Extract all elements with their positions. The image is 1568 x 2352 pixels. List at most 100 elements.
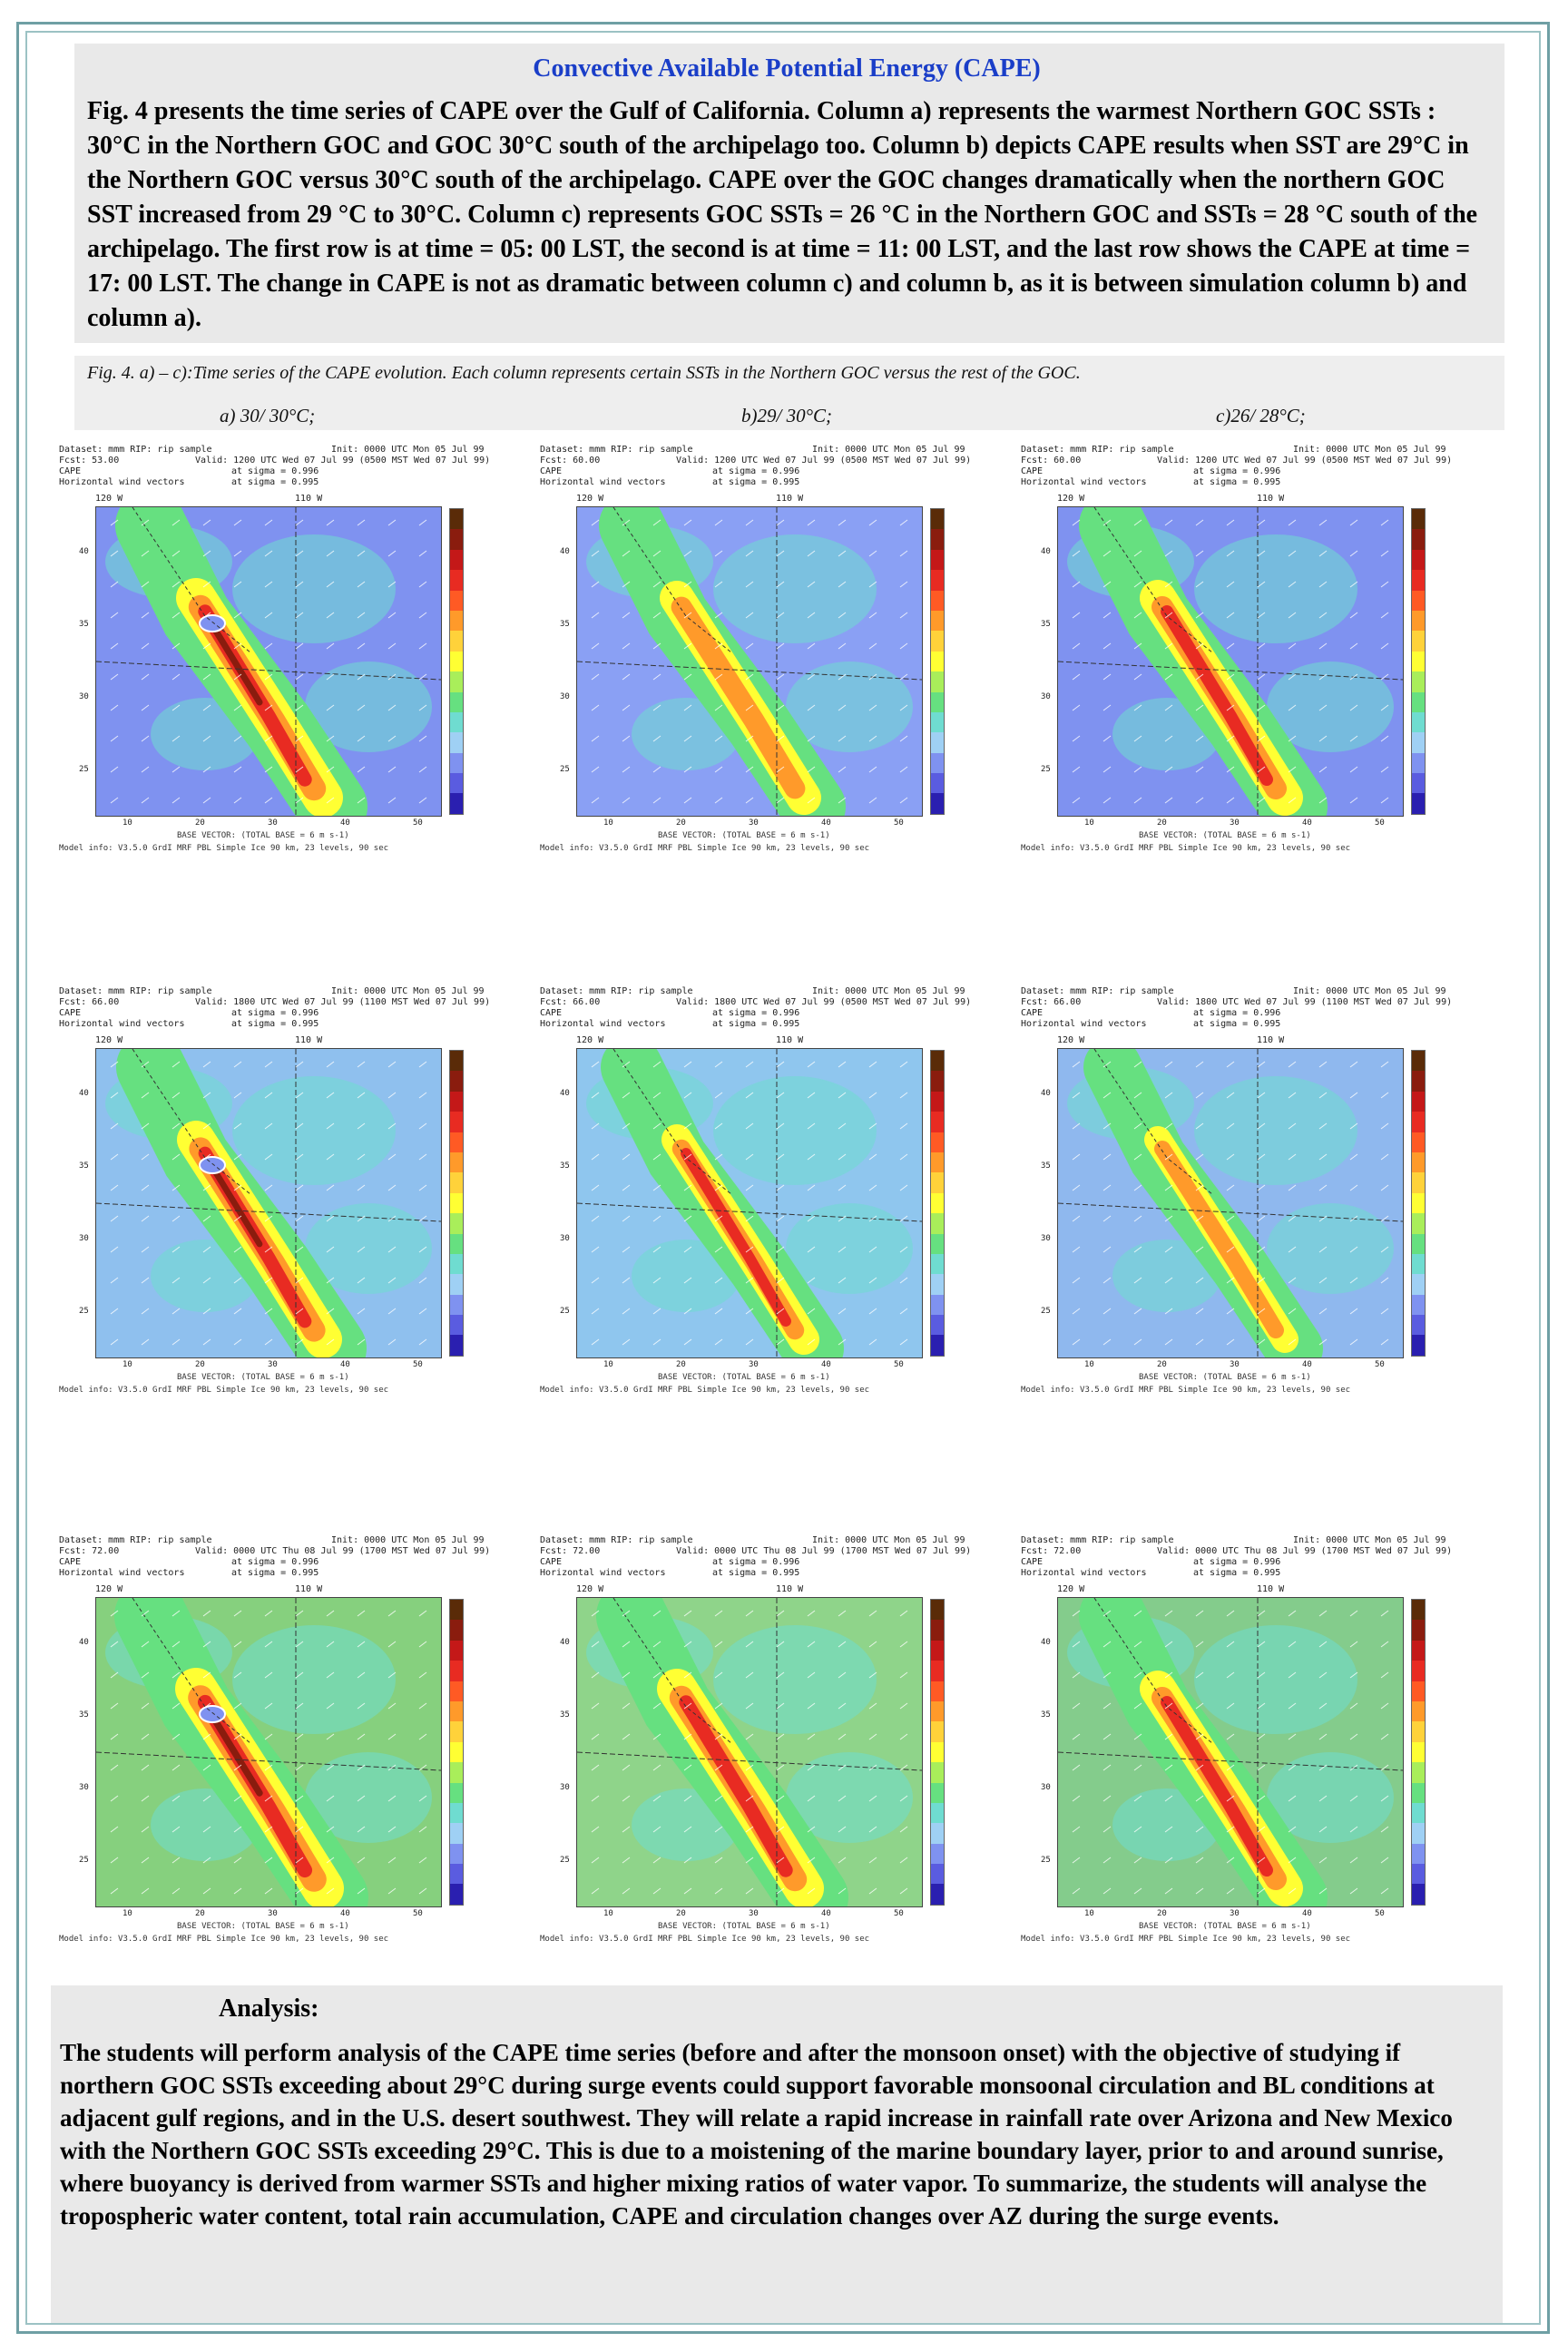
latitude-tick-label: 40: [79, 1638, 89, 1647]
wind-vector: [295, 1122, 304, 1130]
wind-vector: [1164, 1887, 1173, 1895]
wind-vector: [1102, 642, 1112, 650]
panel-header-sigma2: at sigma = 0.995: [712, 1568, 800, 1578]
wind-vector: [1257, 735, 1266, 742]
wind-vector: [1318, 1610, 1328, 1617]
panel-header-fcst: Fcst: 66.00: [540, 997, 601, 1007]
wind-vector: [1288, 581, 1297, 588]
wind-vector: [1318, 581, 1328, 588]
colorbar-segment: [1412, 1233, 1425, 1254]
wind-vector: [838, 1153, 847, 1161]
wind-vector: [1072, 550, 1081, 557]
cape-patch: [786, 662, 913, 752]
longitude-tick-label: 40: [340, 1360, 350, 1369]
wind-vector: [745, 1795, 754, 1802]
wind-vector: [1072, 1308, 1081, 1315]
wind-vector: [141, 1184, 150, 1191]
wind-vector: [357, 797, 366, 804]
wind-vector: [233, 735, 242, 742]
wind-vector: [652, 642, 662, 650]
wind-vector: [591, 581, 600, 588]
wind-vector: [1318, 1153, 1328, 1161]
wind-vector: [1133, 1733, 1142, 1740]
wind-vector: [652, 1610, 662, 1617]
wind-vector: [868, 550, 877, 557]
colorbar-segment: [931, 1700, 944, 1722]
cape-band-orange: [1154, 1141, 1284, 1338]
latitude-tick-label: 40: [79, 1089, 89, 1098]
wind-vector: [1380, 612, 1389, 619]
wind-vector: [418, 1826, 427, 1833]
colorbar-segment: [450, 1172, 463, 1193]
longitude-tick-label: 10: [122, 818, 132, 828]
wind-vector: [202, 1857, 211, 1864]
longitude-tick-label: 30: [1230, 1360, 1240, 1369]
cape-patch: [713, 1076, 877, 1185]
colorbar-segment: [931, 1741, 944, 1763]
border-line: [96, 1202, 441, 1222]
wind-vector: [295, 704, 304, 711]
wind-vector: [1257, 519, 1266, 526]
wind-vector: [172, 1702, 181, 1710]
panel-header-wind: Horizontal wind vectors: [540, 1019, 666, 1029]
wind-vector: [387, 735, 397, 742]
panel-header-cape: CAPE: [1021, 1008, 1044, 1018]
cape-map: [95, 1048, 442, 1358]
wind-vector: [1349, 1153, 1358, 1161]
wind-vector: [683, 612, 692, 619]
wind-vector: [1164, 704, 1173, 711]
colorbar-segment: [450, 1051, 463, 1072]
wind-vector: [233, 1733, 242, 1740]
wind-vector: [899, 1338, 908, 1346]
wind-vector: [1318, 1308, 1328, 1315]
wind-vector: [418, 1641, 427, 1648]
colorbar-segment: [1412, 1843, 1425, 1865]
colorbar-segment: [1412, 1600, 1425, 1621]
wind-vector: [838, 1246, 847, 1253]
wind-vector: [714, 1246, 723, 1253]
wind-vector: [141, 704, 150, 711]
panel-header-init: Init: 0000 UTC Mon 05 Jul 99: [1293, 1535, 1446, 1545]
wind-vector: [418, 1671, 427, 1679]
wind-vector: [264, 1610, 273, 1617]
wind-vector: [622, 642, 631, 650]
wind-vector: [1195, 1610, 1204, 1617]
wind-vector: [622, 1061, 631, 1068]
colorbar-segment: [931, 1294, 944, 1316]
wind-vector: [652, 766, 662, 773]
wind-vector: [110, 1764, 119, 1771]
panel-header-dataset: Dataset: mmm RIP: rip sample: [1021, 986, 1174, 996]
wind-vector: [807, 642, 816, 650]
wind-vector: [1226, 704, 1235, 711]
colorbar-segment: [450, 1700, 463, 1722]
wind-vector: [868, 1610, 877, 1617]
wind-vector: [591, 612, 600, 619]
wind-vector: [1226, 1308, 1235, 1315]
wind-vector: [1133, 1671, 1142, 1679]
wind-vector: [264, 1733, 273, 1740]
wind-vector: [233, 1671, 242, 1679]
panel-header-valid: Valid: 1200 UTC Wed 07 Jul 99 (0500 MST …: [676, 456, 972, 466]
wind-vector: [807, 1641, 816, 1648]
cape-band-orange: [671, 596, 806, 799]
cape-patch: [1267, 662, 1394, 752]
wind-vector: [622, 1733, 631, 1740]
wind-vector: [1164, 1184, 1173, 1191]
wind-vector: [745, 1184, 754, 1191]
panel-header-fcst: Fcst: 66.00: [1021, 997, 1082, 1007]
wind-vector: [807, 612, 816, 619]
panel-header-fcst: Fcst: 72.00: [59, 1546, 120, 1556]
wind-vector: [264, 1795, 273, 1802]
cape-band-core: [206, 1708, 263, 1797]
wind-vector: [683, 1795, 692, 1802]
wind-vector: [264, 1671, 273, 1679]
wind-vector: [1257, 1610, 1266, 1617]
panel-header: Dataset: mmm RIP: rip sample Init: 0000 U…: [1021, 1534, 1452, 1594]
wind-vector: [418, 612, 427, 619]
wind-vector: [714, 766, 723, 773]
wind-vector: [172, 673, 181, 681]
wind-vector: [776, 1246, 785, 1253]
wind-vector: [714, 550, 723, 557]
wind-vector: [1072, 704, 1081, 711]
wind-vector: [264, 1826, 273, 1833]
